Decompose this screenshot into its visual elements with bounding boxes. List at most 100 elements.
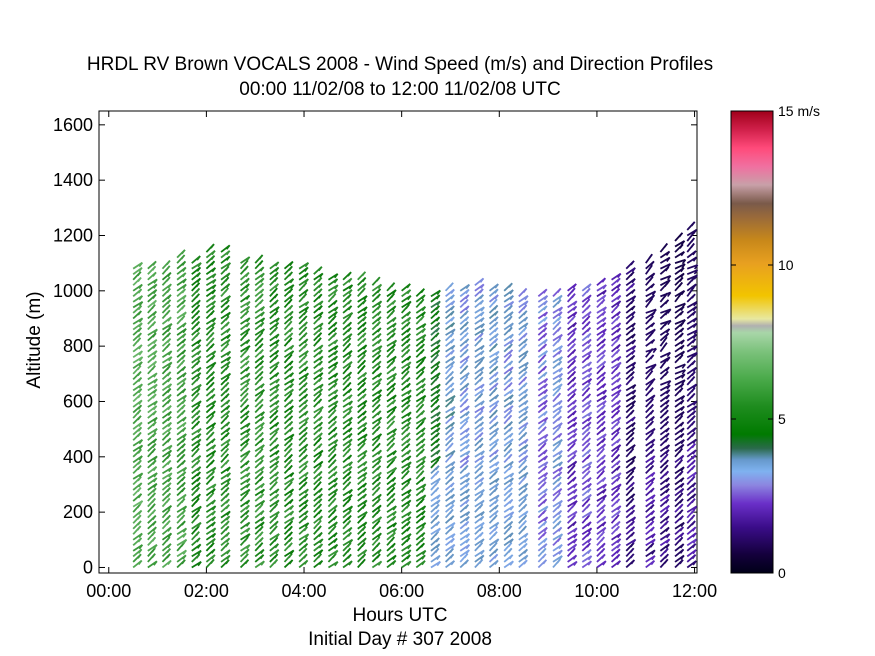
wind-barb-flag [571, 376, 577, 382]
wind-barb-flag [392, 450, 397, 456]
wind-barb-flag [679, 488, 685, 494]
wind-barb-flag [449, 509, 454, 515]
x-tick-label: 06:00 [379, 581, 424, 601]
wind-barb-flag [524, 350, 529, 356]
chart-subtitle: 00:00 11/02/08 to 12:00 11/02/08 UTC [239, 79, 560, 100]
wind-barb-flag [524, 472, 529, 478]
wind-barb-flag [434, 398, 440, 404]
wind-barb-flag [601, 426, 606, 432]
wind-barb-flag [196, 360, 201, 366]
y-tick-label: 1200 [53, 225, 93, 245]
wind-barb-flag [136, 409, 142, 415]
wind-barb-flag [168, 361, 173, 367]
wind-barb-flag [346, 376, 352, 382]
wind-barb-flag [573, 533, 578, 539]
wind-barb-flag [509, 511, 515, 517]
wind-barb-flag [246, 544, 251, 550]
wind-barb-flag [493, 298, 498, 304]
wind-barb-flag [318, 515, 323, 521]
wind-barb-flag [197, 505, 202, 511]
wind-barb-flag [421, 377, 426, 383]
wind-barb-flag [167, 532, 173, 538]
wind-barb-flag [226, 339, 231, 345]
wind-barb-flag [348, 539, 354, 545]
wind-barb-flag [691, 482, 697, 488]
wind-barb-flag [522, 514, 528, 520]
wind-barb-flag [274, 267, 280, 273]
wind-barb-flag [376, 305, 382, 310]
wind-barb-flag [275, 450, 280, 456]
wind-barb-flag [587, 372, 593, 378]
wind-barb-flag [681, 379, 686, 385]
wind-barb-flag [665, 427, 670, 433]
wind-barb-flag [571, 371, 576, 376]
wind-barb-flag [246, 317, 251, 323]
wind-barb-flag [691, 498, 696, 504]
wind-barb-flag [289, 261, 294, 267]
wind-profile [581, 283, 593, 569]
wind-barb-flag [406, 365, 411, 371]
wind-barb-flag [479, 332, 484, 338]
wind-barb-flag [166, 276, 171, 282]
wind-barb-flag [573, 538, 578, 544]
wind-barb-flag [195, 321, 200, 327]
wind-barb [660, 274, 671, 281]
wind-barb-flag [449, 376, 454, 382]
wind-barb-flag [616, 476, 621, 482]
wind-barb-flag [392, 339, 398, 345]
wind-barb-flag [391, 343, 396, 349]
wind-barb-flag [245, 283, 250, 289]
wind-barb-flag [138, 317, 144, 323]
wind-profile [327, 273, 339, 569]
wind-barb-flag [152, 405, 158, 411]
wind-barb-flag [450, 361, 455, 367]
wind-barb-flag [346, 365, 351, 371]
wind-barb-flag [465, 427, 470, 433]
wind-barb-flag [601, 354, 606, 360]
wind-barb-flag [435, 316, 441, 322]
wind-barb-flag [494, 394, 499, 400]
wind-barb-flag [376, 398, 381, 404]
wind-barb-flag [587, 338, 592, 344]
wind-barb-flag [600, 365, 606, 371]
wind-barb-flag [648, 370, 654, 376]
wind-barb-flag [274, 465, 279, 471]
wind-barb-flag [332, 365, 338, 371]
wind-barb-flag [480, 345, 485, 351]
wind-barb-flag [245, 499, 251, 505]
wind-barb-flag [376, 465, 382, 471]
wind-profile [357, 271, 368, 569]
wind-barb-flag [304, 262, 310, 268]
wind-barb-flag [650, 283, 655, 289]
wind-barb-flag [167, 449, 173, 455]
wind-barb-flag [421, 306, 427, 312]
wind-barb-flag [543, 527, 548, 533]
wind-barb-flag [616, 548, 621, 554]
wind-barb-flag [180, 315, 186, 321]
wind-barb-flag [650, 487, 655, 493]
wind-barb-flag [259, 404, 264, 410]
wind-barb-flag [630, 409, 635, 415]
x-tick-label: 02:00 [184, 581, 229, 601]
wind-barb-flag [288, 448, 293, 453]
wind-barb-flag [362, 476, 367, 482]
wind-barb-flag [406, 493, 412, 499]
wind-barb-flag [153, 350, 158, 356]
wind-barb-flag [629, 486, 635, 492]
wind-barb-flag [211, 289, 216, 295]
wind-barb-flag [522, 459, 527, 465]
wind-barb-flag [451, 461, 456, 467]
wind-barb-flag [288, 271, 293, 277]
wind-barb-flag [651, 494, 656, 500]
wind-barb-flag [435, 365, 440, 371]
wind-barb-flag [346, 547, 352, 553]
wind-barb-flag [665, 488, 670, 494]
wind-barb-flag [182, 422, 187, 428]
wind-barb-flag [586, 321, 591, 327]
wind-barb-flag [507, 354, 513, 359]
wind-barb-flag [210, 260, 216, 266]
wind-barb-flag [494, 382, 499, 388]
wind-barb-flag [209, 414, 215, 420]
wind-barb-flag [348, 560, 353, 566]
colorbar-tick-label: 15 m/s [778, 103, 820, 119]
